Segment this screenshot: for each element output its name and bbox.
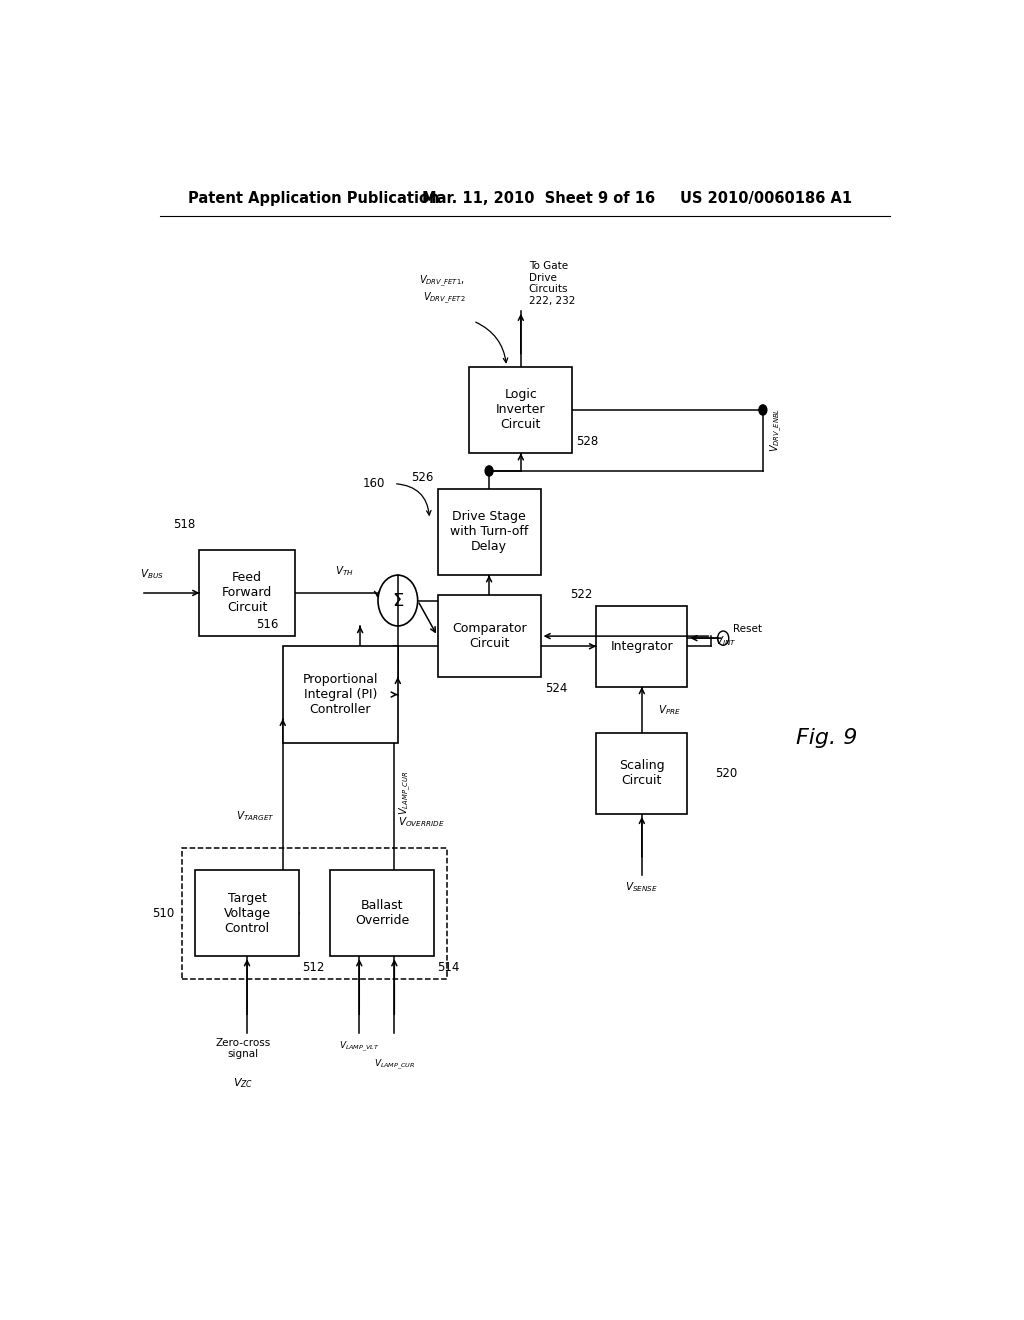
Text: Integrator: Integrator [610,640,673,653]
Text: 514: 514 [437,961,460,974]
Text: $V_{LAMP\_CUR}$: $V_{LAMP\_CUR}$ [397,770,413,814]
Text: $V_{INT}$: $V_{INT}$ [715,635,737,648]
Text: $V_{SENSE}$: $V_{SENSE}$ [626,880,658,894]
Text: Logic
Inverter
Circuit: Logic Inverter Circuit [496,388,546,432]
Text: $V_{DRV\_ENBL}$: $V_{DRV\_ENBL}$ [769,408,784,453]
Text: $V_{TARGET}$: $V_{TARGET}$ [237,809,274,822]
Text: US 2010/0060186 A1: US 2010/0060186 A1 [680,191,852,206]
Text: $V_{LAMP\_VLT}$: $V_{LAMP\_VLT}$ [339,1040,380,1055]
Text: 524: 524 [545,682,567,694]
Text: Feed
Forward
Circuit: Feed Forward Circuit [222,572,272,614]
Text: $V_{LAMP\_CUR}$: $V_{LAMP\_CUR}$ [374,1057,415,1072]
Text: $V_{BUS}$: $V_{BUS}$ [140,566,164,581]
Text: $V_{DRV\_FET1},$
$V_{DRV\_FET2}$: $V_{DRV\_FET1},$ $V_{DRV\_FET2}$ [420,273,465,306]
FancyBboxPatch shape [437,488,541,576]
Text: 528: 528 [577,436,599,447]
FancyBboxPatch shape [596,606,687,686]
Text: 518: 518 [173,517,196,531]
Text: $V_{ZC}$: $V_{ZC}$ [232,1076,253,1090]
Bar [182,847,447,978]
Text: 526: 526 [412,471,433,483]
Text: Fig. 9: Fig. 9 [796,727,857,747]
Text: Patent Application Publication: Patent Application Publication [187,191,439,206]
Text: Target
Voltage
Control: Target Voltage Control [223,891,270,935]
Text: $V_{OVERRIDE}$: $V_{OVERRIDE}$ [397,816,444,829]
Text: $V_{PRE}$: $V_{PRE}$ [657,702,681,717]
FancyBboxPatch shape [469,367,572,453]
Text: 520: 520 [715,767,737,780]
Text: Reset: Reset [733,624,762,634]
FancyBboxPatch shape [200,549,295,636]
FancyBboxPatch shape [283,647,397,743]
Text: Ballast
Override: Ballast Override [355,899,409,927]
FancyBboxPatch shape [331,870,433,956]
Text: Mar. 11, 2010  Sheet 9 of 16: Mar. 11, 2010 Sheet 9 of 16 [422,191,654,206]
Text: 160: 160 [362,477,385,490]
FancyBboxPatch shape [596,733,687,814]
Text: $V_{TH}$: $V_{TH}$ [335,565,353,578]
Text: Proportional
Integral (PI)
Controller: Proportional Integral (PI) Controller [302,673,378,715]
Text: 512: 512 [303,961,325,974]
Text: Drive Stage
with Turn-off
Delay: Drive Stage with Turn-off Delay [450,511,528,553]
FancyBboxPatch shape [196,870,299,956]
Circle shape [485,466,494,477]
Text: 522: 522 [570,587,592,601]
Text: 516: 516 [256,618,279,631]
Text: Zero-cross
signal: Zero-cross signal [215,1038,270,1059]
Text: Scaling
Circuit: Scaling Circuit [620,759,665,787]
FancyBboxPatch shape [437,595,541,677]
Text: 510: 510 [152,907,174,920]
Text: To Gate
Drive
Circuits
222, 232: To Gate Drive Circuits 222, 232 [528,261,575,306]
Text: $\Sigma$: $\Sigma$ [392,591,403,610]
Text: Comparator
Circuit: Comparator Circuit [452,622,526,651]
Circle shape [759,405,767,414]
